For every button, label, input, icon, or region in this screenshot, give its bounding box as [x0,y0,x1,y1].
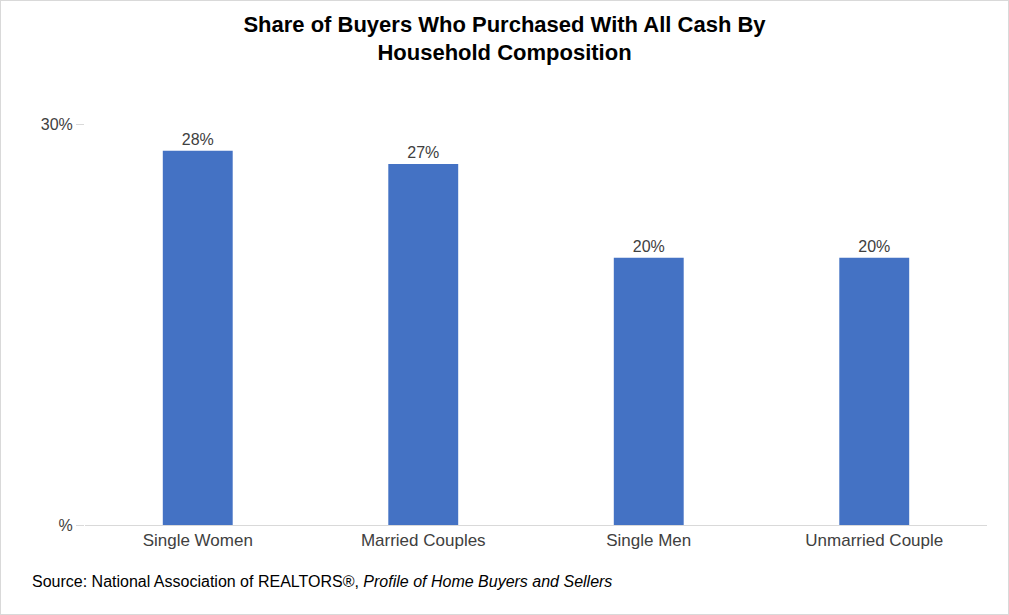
svg-text:Unmarried Couple: Unmarried Couple [805,531,943,550]
svg-text:Married Couples: Married Couples [361,531,486,550]
svg-text:Single Men: Single Men [606,531,691,550]
svg-text:28%: 28% [182,131,214,148]
svg-text:27%: 27% [407,144,439,161]
svg-text:20%: 20% [858,238,890,255]
svg-text:Share of Buyers Who Purchased: Share of Buyers Who Purchased With All C… [243,12,766,66]
svg-text:Single Women: Single Women [143,531,253,550]
svg-text:30%: 30% [41,116,73,133]
svg-text:20%: 20% [633,238,665,255]
svg-text:Source: National Association o: Source: National Association of REALTORS… [32,573,612,590]
svg-text:%: % [59,517,73,534]
